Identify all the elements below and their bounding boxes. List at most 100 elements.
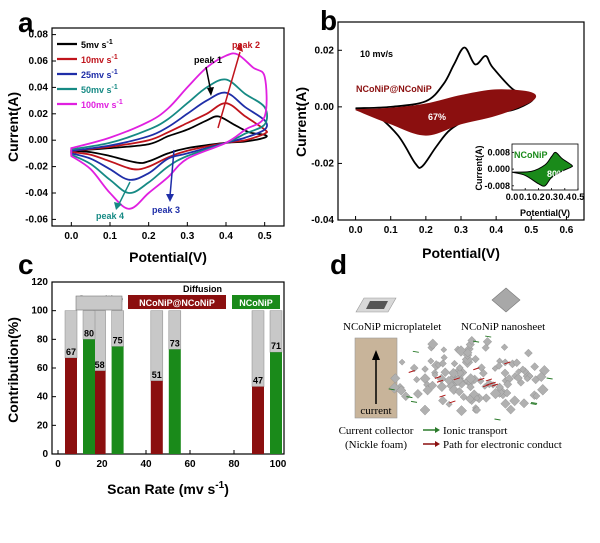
arrow-peak-2 bbox=[217, 51, 241, 129]
y-tick-label-a: -0.02 bbox=[25, 162, 48, 173]
nanosheet-flake bbox=[466, 383, 475, 392]
nanosheet-flake bbox=[523, 375, 531, 383]
ionic-transport-mark bbox=[388, 388, 395, 391]
electronic-path-mark bbox=[504, 361, 511, 365]
nanosheet-flake bbox=[519, 365, 527, 373]
cv-curve-25mv-s bbox=[70, 91, 268, 181]
inset-x-tick-label: 0.1 bbox=[519, 192, 532, 202]
x-tick-label-c: 100 bbox=[270, 459, 287, 470]
bar-value-label: 51 bbox=[152, 370, 162, 380]
nanosheet-flake bbox=[396, 385, 407, 396]
legend-ncoinp-ncoinp-label: NCoNiP@NCoNiP bbox=[139, 298, 215, 308]
legend-ncoinp-swatch bbox=[232, 295, 280, 309]
chart-c: 0 20 40 60 80 100 0 20 40 60 80 100 120 67 58 51 47 80 75… bbox=[5, 277, 287, 497]
nanosheet-flake bbox=[431, 371, 439, 379]
axis-ticks-b: 0.0 0.1 0.2 0.3 0.4 0.5 0.6-0.04-0.020.000.02 bbox=[311, 45, 574, 236]
arrowhead-peak-4 bbox=[114, 202, 122, 210]
inset-label: NCoNiP bbox=[514, 150, 548, 160]
y-axis-title-b: Current(A) bbox=[293, 87, 309, 157]
ionic-transport-mark bbox=[473, 340, 480, 343]
nanosheet-flake bbox=[472, 405, 481, 414]
y-tick-label-c: 80 bbox=[37, 334, 49, 345]
bar-value-label: 73 bbox=[170, 338, 180, 348]
nanosheet-flake bbox=[530, 362, 539, 371]
chart-b: 0.0 0.1 0.2 0.3 0.4 0.5 0.6-0.04-0.020.000.02 … bbox=[293, 21, 585, 261]
arrow-peak-3 bbox=[169, 149, 175, 197]
nanosheet-flake bbox=[503, 379, 513, 389]
bar-capacitive bbox=[252, 386, 264, 454]
y-axis-title-a: Current(A) bbox=[5, 92, 21, 162]
bar-capacitive bbox=[168, 349, 181, 454]
nanosheet-flake bbox=[495, 361, 503, 370]
y-tick-label-c: 0 bbox=[42, 449, 48, 460]
x-tick-label-b: 0.3 bbox=[454, 225, 468, 236]
nanosheet-flake bbox=[505, 404, 516, 415]
bar-value-label: 80 bbox=[84, 328, 94, 338]
nanosheet-flake bbox=[438, 359, 447, 368]
legend-diffusion-label: Diffusion bbox=[183, 284, 222, 294]
bar-diffusion bbox=[82, 310, 96, 340]
nanosheet-flake bbox=[467, 336, 477, 345]
nanosheet-icon bbox=[491, 287, 521, 313]
x-axis-title-b: Potential(V) bbox=[422, 245, 500, 261]
x-tick-label-b: 0.0 bbox=[349, 225, 363, 236]
nanosheet-flake bbox=[450, 359, 459, 368]
nanosheet-flake bbox=[444, 376, 454, 385]
curves-a bbox=[70, 52, 268, 210]
bar-capacitive bbox=[93, 370, 106, 454]
x-tick-label-a: 0.1 bbox=[103, 231, 117, 242]
nanosheet-flake bbox=[401, 391, 411, 401]
inset-x-tick-label: 0.2 bbox=[532, 192, 545, 202]
ionic-transport-mark bbox=[494, 418, 501, 421]
y-tick-label-c: 100 bbox=[31, 306, 48, 317]
y-tick-label-b: 0.02 bbox=[315, 45, 335, 56]
inset-y-tick-label: -0.008 bbox=[484, 181, 510, 191]
electronic-path-arrowhead bbox=[435, 441, 440, 447]
nanosheet-flake bbox=[445, 400, 453, 408]
nanosheet-flake bbox=[448, 368, 459, 379]
electronic-path-mark bbox=[478, 377, 485, 381]
cv-curve-5mv-s bbox=[71, 115, 268, 164]
ionic-transport-mark bbox=[410, 400, 418, 403]
nanosheet-flake bbox=[419, 404, 431, 416]
y-tick-label-a: 0.08 bbox=[29, 30, 49, 41]
nanosheet-flake bbox=[427, 357, 435, 365]
nanosheet-flake bbox=[413, 389, 423, 399]
nanosheet-flake bbox=[471, 354, 480, 364]
nanosheet-flake bbox=[398, 358, 406, 366]
x-tick-label-b: 0.5 bbox=[524, 225, 538, 236]
nanosheet-flake bbox=[465, 373, 477, 384]
electronic-path-mark bbox=[473, 367, 480, 371]
x-tick-label-a: 0.2 bbox=[142, 231, 156, 242]
ionic-transport-mark bbox=[412, 350, 419, 353]
nanosheet-flake bbox=[421, 365, 429, 373]
bar-capacitive bbox=[65, 357, 77, 454]
x-axis-title-a: Potential(V) bbox=[129, 249, 207, 265]
y-tick-label-a: 0.04 bbox=[29, 82, 49, 93]
collector-label: Current collector bbox=[339, 425, 414, 437]
y-tick-label-b: 0.00 bbox=[315, 102, 335, 113]
inset-y-tick-label: 0.000 bbox=[487, 164, 510, 174]
outer-curve-label: NCoNiP@NCoNiP bbox=[356, 84, 432, 94]
ionic-transport-mark bbox=[406, 396, 413, 399]
bar-capacitive bbox=[83, 339, 95, 454]
legend-label-a: 10mv s-1 bbox=[81, 54, 118, 65]
electronic-path-mark bbox=[434, 375, 442, 379]
panel-letter-a: a bbox=[18, 7, 34, 38]
electronic-path-mark bbox=[485, 378, 493, 382]
x-tick-label-c: 60 bbox=[184, 459, 196, 470]
ionic-transport-mark bbox=[531, 401, 538, 404]
bar-capacitive bbox=[150, 380, 163, 454]
legend-ncoinp-ncoinp-swatch bbox=[128, 295, 226, 309]
nanosheet-flake bbox=[509, 395, 521, 407]
inset-y-tick-label: 0.008 bbox=[487, 147, 510, 157]
nanosheet-flake bbox=[495, 382, 504, 392]
x-tick-label-b: 0.4 bbox=[489, 225, 503, 236]
current-arrowhead bbox=[372, 350, 380, 360]
nanosheet-flake bbox=[465, 394, 475, 404]
inset-x-tick-label: 0.4 bbox=[559, 192, 572, 202]
axis-ticks-a: 0.0 0.1 0.2 0.3 0.4 0.5 -0.06 -0.04 -0.02 0.00 0.0… bbox=[25, 30, 272, 242]
current-label: current bbox=[360, 405, 391, 417]
y-tick-label-a: -0.06 bbox=[25, 214, 48, 225]
